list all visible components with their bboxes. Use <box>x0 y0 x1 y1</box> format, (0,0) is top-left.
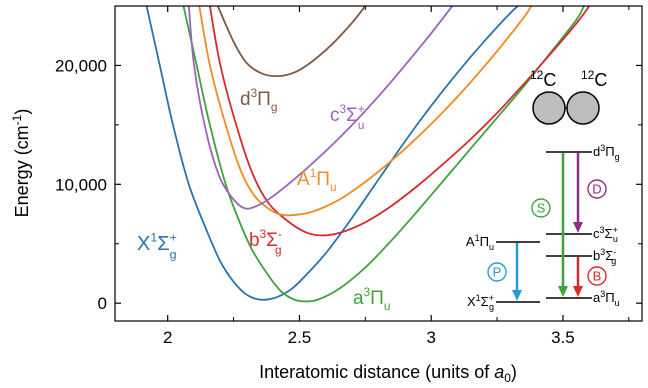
curve-label-d3pi-g: d3Πg <box>240 87 277 114</box>
inset-level-label: b3Σ-g <box>593 247 616 266</box>
y-tick-label: 20,000 <box>55 56 107 75</box>
energy-level-inset: 12C 12C d3Πg c3Σ+ u b3Σ-g a3Πu A1Πu X1Σ+ g S D P B <box>466 68 620 312</box>
x1sigma-g-curve <box>145 6 519 301</box>
x-tick-label: 3.5 <box>551 328 575 347</box>
y-axis-label: Energy (cm-1) <box>10 109 32 218</box>
transition-s-arrow-head <box>558 286 568 297</box>
inset-level-label: d3Πg <box>593 143 620 162</box>
potential-curves <box>145 6 591 303</box>
molecule-atom-left-label: 12C <box>530 68 556 90</box>
d3pi-g-curve <box>216 6 367 78</box>
transition-p-circle <box>487 262 507 282</box>
y-tick-label: 10,000 <box>55 175 107 194</box>
a3pi-u-curve <box>182 6 585 303</box>
a1pi-u-curve <box>198 6 533 217</box>
curve-label-a3pi-u: a3Πu <box>353 286 390 313</box>
inset-level-label: a3Πu <box>593 289 620 308</box>
x-axis-label: Interatomic distance (units of a0) <box>259 362 517 385</box>
transition-b-arrow-head <box>573 286 583 297</box>
transition-s-label: S <box>537 201 546 216</box>
y-tick-label: 0 <box>98 294 107 313</box>
x-tick-label: 2.5 <box>288 328 312 347</box>
plot-frame <box>114 5 643 322</box>
curve-labels: X1Σ+ g a3Πu b3Σ-g A1Πu c3Σ+ u d3Πg <box>137 87 390 313</box>
transition-d-label: D <box>592 182 601 197</box>
transition-d-circle <box>587 179 607 199</box>
x-tick-label: 3 <box>426 328 435 347</box>
curve-label-x1sigma-g: X1Σ+ g <box>137 231 177 262</box>
transition-p-label: P <box>493 265 502 280</box>
transition-b-circle <box>587 266 607 286</box>
curve-label-b3sigma-g: b3Σ-g <box>249 228 282 257</box>
inset-level-label: A1Πu <box>466 233 494 252</box>
transition-s-circle <box>531 198 551 218</box>
c3sigma-u-curve <box>187 6 454 210</box>
transition-b-label: B <box>593 269 602 284</box>
molecule-atom-right <box>566 91 600 125</box>
molecule-atom-left <box>532 91 566 125</box>
curve-label-a1pi-u: A1Πu <box>297 167 337 194</box>
curve-label-c3sigma-u: c3Σ+ u <box>330 103 365 132</box>
molecule-atom-right-label: 12C <box>581 68 607 90</box>
x-tick-label: 2 <box>163 328 172 347</box>
inset-level-label: c3Σ+ u <box>593 225 618 244</box>
transition-p-arrow-head <box>512 290 522 301</box>
transition-d-arrow-head <box>573 222 583 233</box>
b3sigma-g-curve <box>209 6 591 237</box>
inset-level-label: X1Σ+ g <box>467 293 494 312</box>
axes: 2 2.5 3 3.5 0 10,000 20,000 <box>55 6 642 347</box>
